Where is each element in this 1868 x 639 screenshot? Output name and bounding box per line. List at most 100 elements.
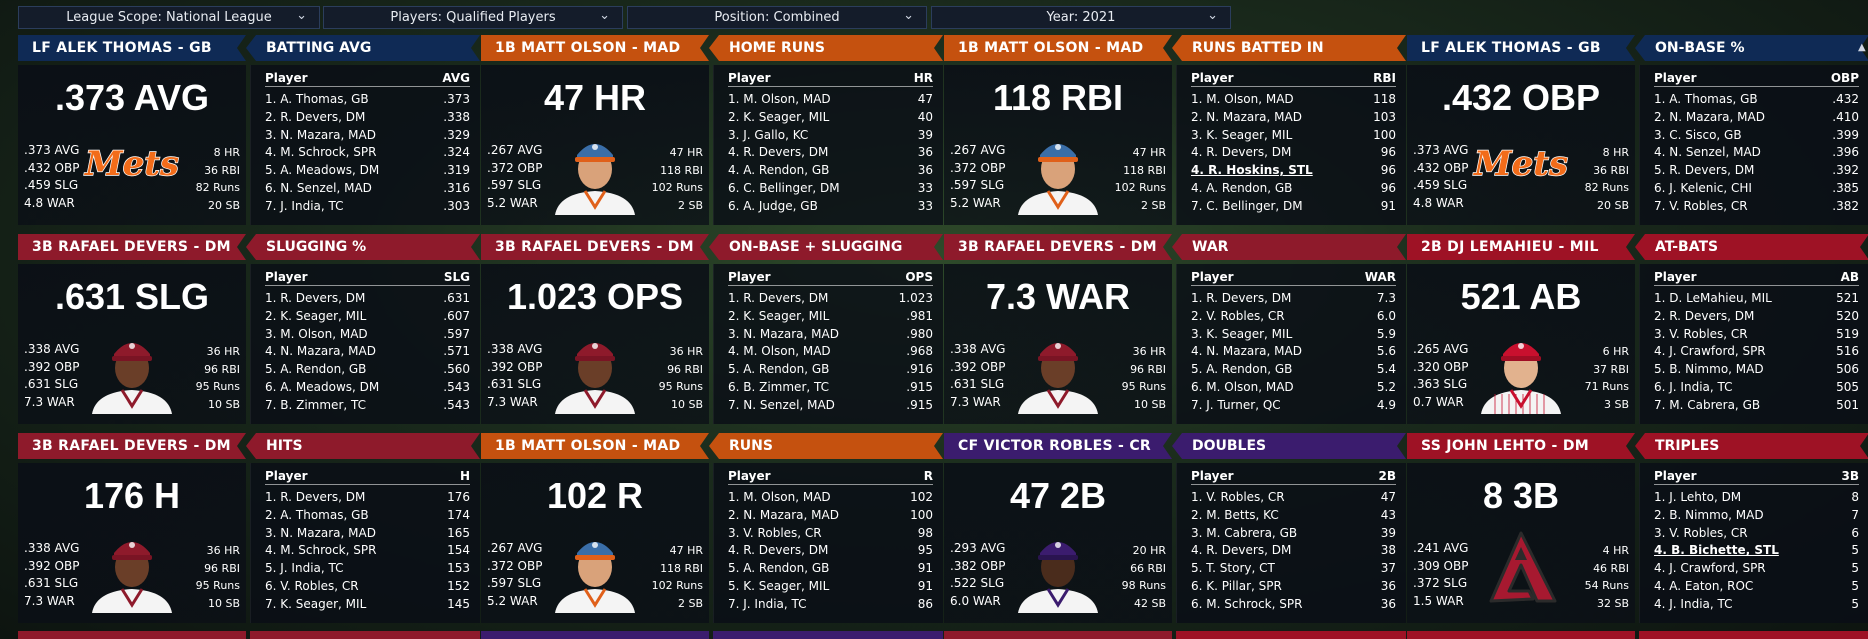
- leader-player-name[interactable]: 4. R. Hoskins, STL: [1191, 163, 1313, 178]
- scrollbar[interactable]: ▲: [1858, 42, 1866, 639]
- leaderboard-row[interactable]: 5. A. Rendon, GB .560: [265, 361, 470, 379]
- leaderboard-row[interactable]: 6. N. Senzel, MAD .316: [265, 180, 470, 198]
- leaderboard-row[interactable]: 2. V. Robles, CR 6.0: [1191, 308, 1396, 326]
- leaderboard-row[interactable]: 4. A. Eaton, ROC 5: [1654, 578, 1859, 596]
- leader-player-name[interactable]: 4. A. Rendon, GB: [728, 163, 830, 178]
- featured-player-card[interactable]: 102 R .267 AVG .372 OBP .597 SLG 5.2 WAR 47 …: [481, 463, 709, 623]
- leaderboard-row[interactable]: 6. J. India, TC 505: [1654, 379, 1859, 397]
- leaderboard-row[interactable]: 6. B. Zimmer, TC .915: [728, 379, 933, 397]
- leaderboard-row[interactable]: 1. A. Thomas, GB .432: [1654, 91, 1859, 109]
- leader-player-name[interactable]: 6. A. Judge, GB: [728, 198, 818, 213]
- leaderboard-row[interactable]: 3. N. Mazara, MAD .980: [728, 326, 933, 344]
- leader-player-name[interactable]: 5. R. Devers, DM: [1654, 163, 1755, 178]
- leader-player-name[interactable]: 2. K. Seager, MIL: [728, 109, 830, 124]
- leaderboard-row[interactable]: 3. V. Robles, CR 6: [1654, 525, 1859, 543]
- leaderboard-row[interactable]: 5. A. Rendon, GB 91: [728, 560, 933, 578]
- leaderboard-row[interactable]: 4. J. India, TC 5: [1654, 596, 1859, 614]
- featured-player-title[interactable]: LF ALEK THOMAS - GB: [1407, 35, 1635, 61]
- leader-player-name[interactable]: 5. A. Rendon, GB: [265, 362, 367, 377]
- leaderboard-row[interactable]: 7. J. India, TC .303: [265, 198, 470, 216]
- leader-player-name[interactable]: 4. M. Schrock, SPR: [265, 543, 377, 558]
- leader-player-name[interactable]: 1. M. Olson, MAD: [1191, 92, 1294, 106]
- leader-player-name[interactable]: 2. V. Robles, CR: [1191, 308, 1285, 323]
- leader-player-name[interactable]: 2. R. Devers, DM: [1654, 308, 1755, 323]
- leaderboard-row[interactable]: 4. M. Schrock, SPR 154: [265, 542, 470, 560]
- leaderboard-row[interactable]: 1. R. Devers, DM 7.3: [1191, 290, 1396, 308]
- leaderboard-row[interactable]: 5. K. Seager, MIL 91: [728, 578, 933, 596]
- leader-player-name[interactable]: 1. D. LeMahieu, MIL: [1654, 291, 1772, 305]
- featured-player-card[interactable]: 1.023 OPS .338 AVG .392 OBP .631 SLG 7.3 WA…: [481, 264, 709, 424]
- leaderboard-row[interactable]: 5. T. Story, CT 37: [1191, 560, 1396, 578]
- featured-player-card[interactable]: 118 RBI .267 AVG .372 OBP .597 SLG 5.2 WAR 4…: [944, 65, 1172, 225]
- leader-player-name[interactable]: 6. M. Schrock, SPR: [1191, 596, 1303, 611]
- leader-player-name[interactable]: 4. A. Eaton, ROC: [1654, 578, 1754, 593]
- leader-player-name[interactable]: 5. A. Rendon, GB: [1191, 362, 1293, 377]
- leader-player-name[interactable]: 2. N. Mazara, MAD: [1654, 109, 1765, 124]
- year-dropdown[interactable]: Year: 2021 ⌄: [931, 6, 1231, 29]
- leaderboard-row[interactable]: 6. M. Olson, MAD 5.2: [1191, 379, 1396, 397]
- leader-player-name[interactable]: 6. B. Zimmer, TC: [728, 379, 830, 394]
- leader-player-name[interactable]: 7. J. Turner, QC: [1191, 397, 1281, 412]
- featured-player-card[interactable]: 176 H .338 AVG .392 OBP .631 SLG 7.3 WAR 36 …: [18, 463, 246, 623]
- leaderboard-row[interactable]: 1. M. Olson, MAD 118: [1191, 91, 1396, 109]
- leader-player-name[interactable]: 6. C. Bellinger, DM: [728, 180, 840, 195]
- leader-player-name[interactable]: 6. J. India, TC: [1654, 379, 1733, 394]
- featured-player-title[interactable]: SS JOHN LEHTO - DM: [1407, 433, 1635, 459]
- leaderboard-row[interactable]: 2. K. Seager, MIL .981: [728, 308, 933, 326]
- leaderboard-row[interactable]: 4. R. Devers, DM 38: [1191, 542, 1396, 560]
- leaderboard-row[interactable]: 2. A. Thomas, GB 174: [265, 507, 470, 525]
- featured-player-card[interactable]: .432 OBP Mets .373 AVG .432 OBP .459 SLG 4.…: [1407, 65, 1635, 225]
- leader-player-name[interactable]: 1. J. Lehto, DM: [1654, 490, 1742, 504]
- leader-player-name[interactable]: 3. M. Cabrera, GB: [1191, 525, 1298, 540]
- leader-player-name[interactable]: 3. J. Gallo, KC: [728, 127, 809, 142]
- leaderboard-row[interactable]: 3. C. Sisco, GB .399: [1654, 127, 1859, 145]
- leader-player-name[interactable]: 5. B. Nimmo, MAD: [1654, 362, 1764, 377]
- leader-player-name[interactable]: 3. N. Mazara, MAD: [265, 127, 376, 142]
- leaderboard-row[interactable]: 4. J. Crawford, SPR 5: [1654, 560, 1859, 578]
- leader-player-name[interactable]: 1. M. Olson, MAD: [728, 490, 831, 504]
- leaderboard-row[interactable]: 4. J. Crawford, SPR 516: [1654, 343, 1859, 361]
- leader-player-name[interactable]: 1. R. Devers, DM: [728, 291, 829, 305]
- leaderboard-row[interactable]: 4. R. Devers, DM 36: [728, 144, 933, 162]
- leaderboard-row[interactable]: 1. V. Robles, CR 47: [1191, 489, 1396, 507]
- leader-player-name[interactable]: 2. N. Mazara, MAD: [1191, 109, 1302, 124]
- leaderboard-row[interactable]: 4. A. Rendon, GB 36: [728, 162, 933, 180]
- leader-player-name[interactable]: 3. N. Mazara, MAD: [265, 525, 376, 540]
- featured-player-title[interactable]: 3B RAFAEL DEVERS - DM: [944, 234, 1172, 260]
- leader-player-name[interactable]: 4. R. Devers, DM: [728, 145, 829, 160]
- leader-player-name[interactable]: 4. N. Mazara, MAD: [265, 344, 376, 359]
- leader-player-name[interactable]: 4. A. Rendon, GB: [1191, 180, 1293, 195]
- leaderboard-row[interactable]: 2. K. Seager, MIL 40: [728, 109, 933, 127]
- leaderboard-row[interactable]: 2. M. Betts, KC 43: [1191, 507, 1396, 525]
- leaderboard-row[interactable]: 4. B. Bichette, STL 5: [1654, 542, 1859, 560]
- leaderboard-row[interactable]: 4. R. Devers, DM 96: [1191, 144, 1396, 162]
- leader-player-name[interactable]: 7. N. Senzel, MAD: [728, 397, 835, 412]
- leaderboard-row[interactable]: 6. V. Robles, CR 152: [265, 578, 470, 596]
- leader-player-name[interactable]: 1. A. Thomas, GB: [1654, 92, 1758, 106]
- leaderboard-row[interactable]: 1. A. Thomas, GB .373: [265, 91, 470, 109]
- leader-player-name[interactable]: 6. K. Pillar, SPR: [1191, 578, 1282, 593]
- leaderboard-row[interactable]: 1. R. Devers, DM 1.023: [728, 290, 933, 308]
- leaderboard-row[interactable]: 2. N. Mazara, MAD 100: [728, 507, 933, 525]
- leaderboard-row[interactable]: 2. N. Mazara, MAD .410: [1654, 109, 1859, 127]
- leader-player-name[interactable]: 3. V. Robles, CR: [1654, 326, 1748, 341]
- leaderboard-row[interactable]: 5. A. Rendon, GB 5.4: [1191, 361, 1396, 379]
- leader-player-name[interactable]: 6. M. Olson, MAD: [1191, 379, 1294, 394]
- leaderboard-row[interactable]: 7. J. India, TC 86: [728, 596, 933, 614]
- leaderboard-row[interactable]: 1. R. Devers, DM .631: [265, 290, 470, 308]
- leaderboard-row[interactable]: 7. C. Bellinger, DM 91: [1191, 198, 1396, 216]
- leader-player-name[interactable]: 3. M. Olson, MAD: [265, 326, 368, 341]
- leader-player-name[interactable]: 4. J. Crawford, SPR: [1654, 344, 1766, 359]
- leader-player-name[interactable]: 4. R. Devers, DM: [1191, 145, 1292, 160]
- leader-player-name[interactable]: 4. R. Devers, DM: [728, 543, 829, 558]
- featured-player-card[interactable]: 521 AB .265 AVG .320 OBP .363 SLG 0.7 WAR 6 …: [1407, 264, 1635, 424]
- leader-player-name[interactable]: 7. V. Robles, CR: [1654, 198, 1748, 213]
- leaderboard-row[interactable]: 5. A. Meadows, DM .319: [265, 162, 470, 180]
- featured-player-card[interactable]: 8 3B .241 AVG .309 OBP .372 SLG 1.5 WAR 4 HR…: [1407, 463, 1635, 623]
- leader-player-name[interactable]: 7. J. India, TC: [728, 596, 807, 611]
- leader-player-name[interactable]: 7. J. India, TC: [265, 198, 344, 213]
- featured-player-title[interactable]: CF VICTOR ROBLES - CR: [944, 433, 1172, 459]
- leaderboard-row[interactable]: 7. N. Senzel, MAD .915: [728, 397, 933, 415]
- leaderboard-row[interactable]: 7. J. Turner, QC 4.9: [1191, 397, 1396, 415]
- leaderboard-row[interactable]: 6. C. Bellinger, DM 33: [728, 180, 933, 198]
